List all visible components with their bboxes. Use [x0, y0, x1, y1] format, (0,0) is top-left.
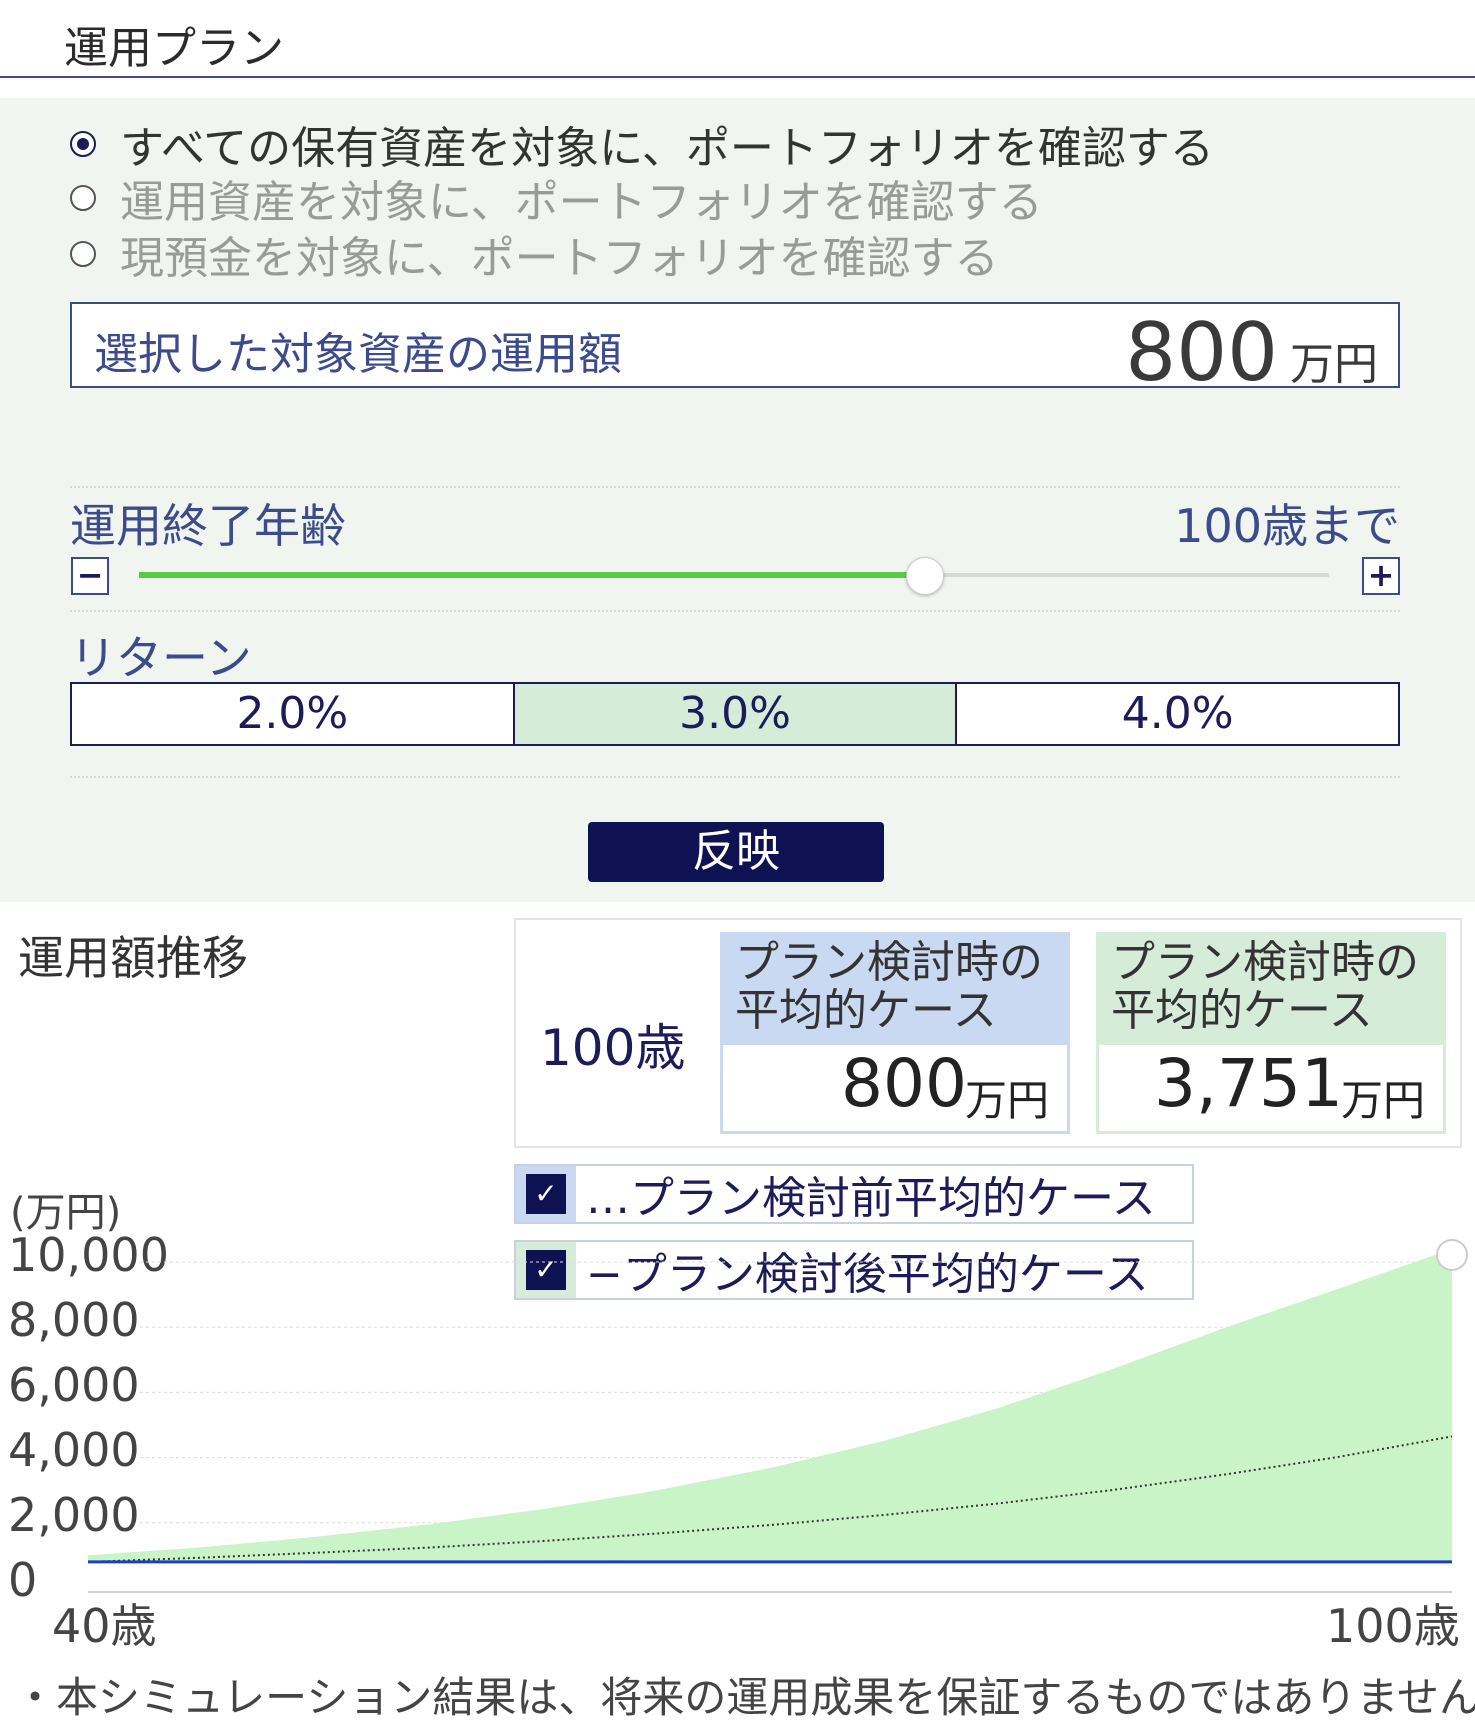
x-tick-label: 40歳	[52, 1599, 157, 1653]
radio-unselected-icon[interactable]	[70, 185, 96, 211]
amount-value: 800	[1125, 306, 1278, 399]
after-case-card: プラン検討時の平均的ケース 3,751 万円	[1096, 932, 1446, 1134]
before-case-body: 800 万円	[723, 1045, 1067, 1131]
checkbox-checked-icon[interactable]: ✓	[526, 1250, 566, 1290]
end-age-value: 100歳まで	[1174, 499, 1400, 553]
y-axis-unit: (万円)	[10, 1190, 122, 1236]
series-end-marker	[1436, 1238, 1468, 1271]
radio-selected-icon[interactable]	[70, 131, 96, 157]
age-slider-handle[interactable]	[906, 557, 945, 595]
legend-before[interactable]: ✓ …プラン検討前平均的ケース	[514, 1164, 1194, 1224]
legend-before-checkbox-cell[interactable]: ✓	[516, 1166, 576, 1222]
x-tick-label: 100歳	[1326, 1599, 1460, 1653]
y-tick-label: 6,000	[8, 1358, 140, 1412]
return-selector: 2.0% 3.0% 4.0%	[70, 682, 1400, 746]
y-tick-label: 0	[8, 1553, 38, 1607]
y-tick-label: 8,000	[8, 1293, 140, 1347]
radio-cash-deposits[interactable]: 現預金を対象に、ポートフォリオを確認する	[70, 222, 999, 286]
before-case-card: プラン検討時の平均的ケース 800 万円	[720, 932, 1070, 1134]
legend-before-label: …プラン検討前平均的ケース	[586, 1173, 1156, 1224]
after-case-value: 3,751	[1154, 1045, 1343, 1122]
radio-label: すべての保有資産を対象に、ポートフォリオを確認する	[120, 123, 1214, 174]
y-tick-label: 4,000	[8, 1423, 140, 1477]
radio-label: 運用資産を対象に、ポートフォリオを確認する	[120, 177, 1043, 228]
legend-after-checkbox-cell[interactable]: ✓	[516, 1242, 576, 1298]
return-option-3[interactable]: 3.0%	[514, 684, 958, 744]
divider	[70, 610, 1400, 612]
return-option-4[interactable]: 4.0%	[1121, 688, 1234, 739]
age-slider-fill	[139, 572, 925, 578]
y-tick-label: 2,000	[8, 1488, 140, 1542]
summary-age: 100歳	[540, 1019, 686, 1077]
end-age-label: 運用終了年齢	[70, 499, 346, 553]
return-label: リターン	[70, 631, 252, 685]
y-tick-label: 10,000	[8, 1228, 169, 1282]
trend-title: 運用額推移	[18, 931, 248, 985]
page-title: 運用プラン	[64, 23, 284, 74]
after-case-body: 3,751 万円	[1099, 1045, 1443, 1131]
investment-amount-box: 選択した対象資産の運用額 800 万円	[70, 302, 1400, 399]
plan-settings-panel	[0, 98, 1475, 902]
amount-unit: 万円	[1290, 339, 1378, 390]
apply-button[interactable]: 反映	[588, 822, 884, 882]
radio-unselected-icon[interactable]	[70, 241, 96, 267]
after-case-header: プラン検討時の平均的ケース	[1111, 937, 1419, 1036]
amount-label: 選択した対象資産の運用額	[94, 329, 622, 380]
before-case-unit: 万円	[964, 1076, 1049, 1125]
before-case-value: 800	[841, 1045, 967, 1122]
radio-investment-assets[interactable]: 運用資産を対象に、ポートフォリオを確認する	[70, 166, 1043, 230]
series-line-before	[87, 1435, 1453, 1563]
radio-label: 現預金を対象に、ポートフォリオを確認する	[120, 233, 999, 284]
divider	[70, 486, 1400, 488]
legend-after[interactable]: ✓ −プラン検討後平均的ケース	[514, 1240, 1194, 1300]
return-option-2[interactable]: 2.0%	[72, 684, 515, 744]
radio-all-assets[interactable]: すべての保有資産を対象に、ポートフォリオを確認する	[70, 112, 1214, 176]
area-range-band	[88, 1248, 1452, 1562]
divider	[70, 776, 1400, 778]
age-plus-button[interactable]: +	[1362, 557, 1400, 595]
legend-after-label: −プラン検討後平均的ケース	[586, 1249, 1149, 1300]
disclaimer: ・本シミュレーション結果は、将来の運用成果を保証するものではありません。	[14, 1673, 1475, 1722]
after-case-unit: 万円	[1340, 1076, 1425, 1125]
before-case-header: プラン検討時の平均的ケース	[735, 937, 1043, 1036]
asset-trend-chart	[87, 1238, 1468, 1593]
summary-box: 100歳 プラン検討時の平均的ケース 800 万円 プラン検討時の平均的ケース …	[514, 918, 1462, 1148]
header-divider	[0, 76, 1475, 78]
age-minus-button[interactable]: −	[71, 557, 109, 595]
checkbox-checked-icon[interactable]: ✓	[526, 1174, 566, 1214]
